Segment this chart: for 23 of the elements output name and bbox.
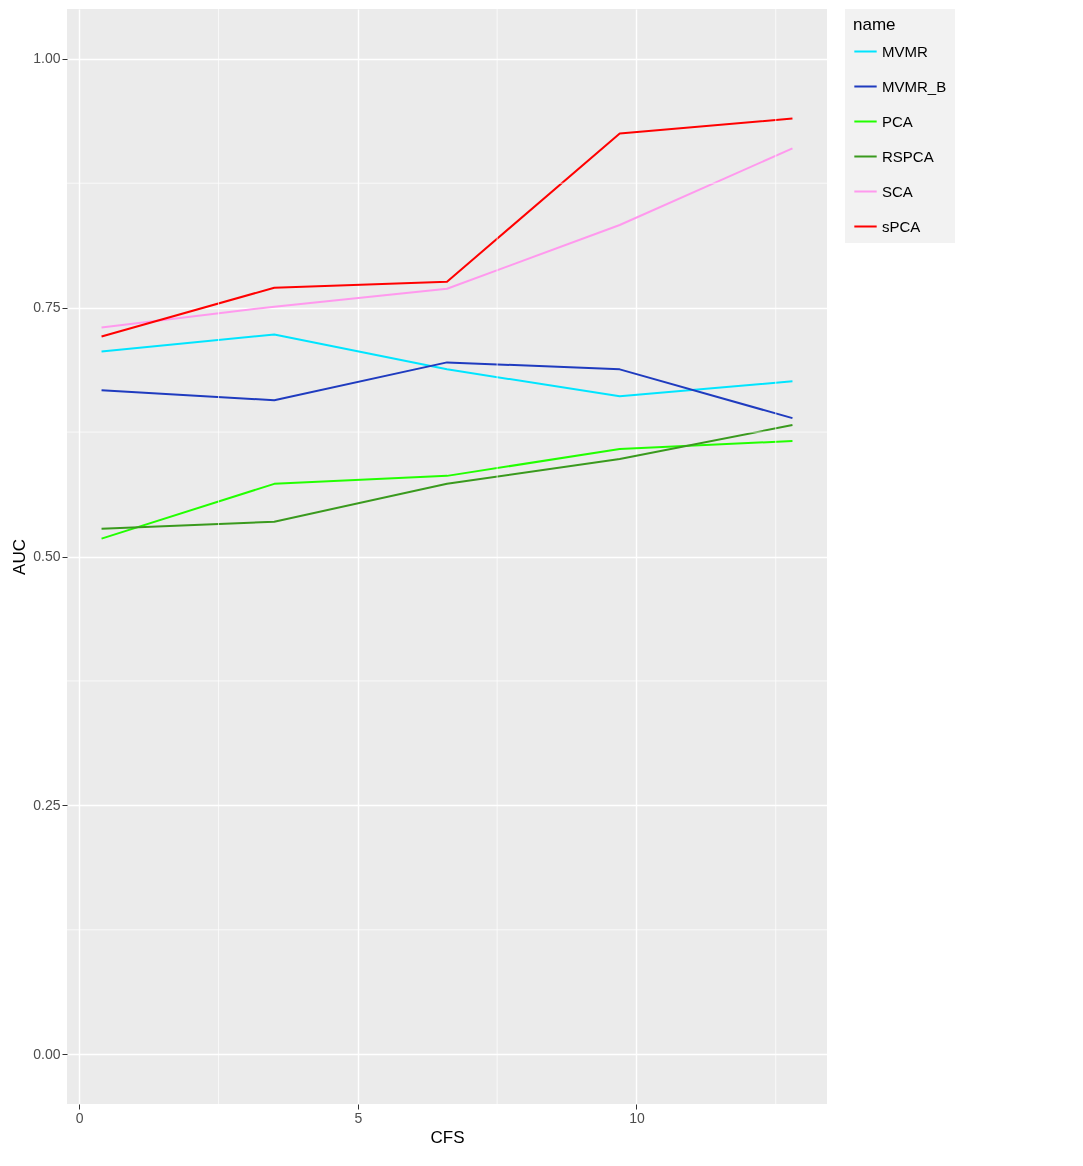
y-tick-label: 1.00	[33, 50, 61, 67]
legend-label: MVMR_B	[882, 77, 947, 95]
line-series	[100, 117, 794, 338]
line-series	[100, 147, 794, 329]
y-axis-title: AUC	[10, 539, 30, 575]
legend-label: RSPCA	[882, 147, 934, 165]
legend-label: SCA	[882, 182, 913, 200]
legend-label: PCA	[882, 112, 913, 130]
legend-title: name	[853, 15, 896, 34]
legend-label: MVMR	[882, 42, 928, 60]
x-tick-label: 10	[629, 1109, 645, 1126]
y-tick-label: 0.25	[33, 796, 61, 813]
x-tick-label: 5	[354, 1109, 363, 1126]
legend-label: sPCA	[882, 217, 921, 235]
y-tick-label: 0.00	[33, 1045, 61, 1062]
y-tick-label: 0.75	[33, 299, 61, 316]
line-series	[100, 424, 794, 530]
x-tick-label: 0	[75, 1109, 84, 1126]
x-axis-title: CFS	[430, 1127, 465, 1147]
line-series	[100, 333, 794, 398]
line-series	[100, 361, 794, 420]
line-series	[100, 440, 794, 540]
y-tick-label: 0.50	[33, 548, 61, 564]
